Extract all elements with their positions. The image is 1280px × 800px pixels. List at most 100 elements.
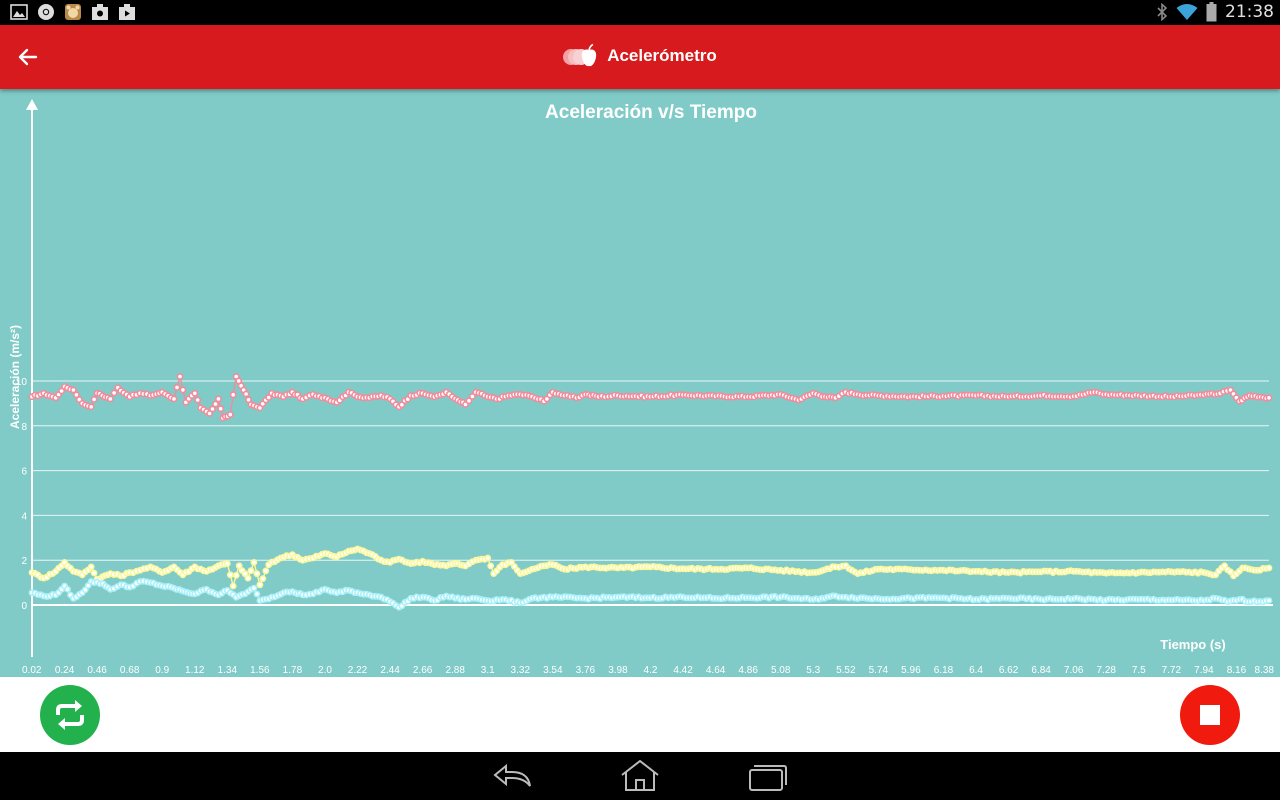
app-bar: Acelerómetro [0,25,1280,89]
x-tick-label: 0.02 [22,665,42,676]
data-point [170,395,178,403]
app-title-group: Acelerómetro [0,43,1280,69]
x-tick-label: 3.76 [576,665,596,676]
x-tick-label: 4.64 [706,665,726,676]
data-point [107,395,114,403]
x-tick-label: 2.22 [348,665,368,676]
x-tick-label: 7.28 [1097,665,1117,676]
data-point [87,403,95,411]
notification-icons [10,3,136,21]
home-nav-icon[interactable] [615,758,665,794]
data-point [262,567,270,575]
data-point [73,391,80,399]
x-tick-label: 2.88 [445,665,465,676]
data-point [179,386,187,394]
data-point [1265,564,1273,572]
data-point [58,387,65,395]
battery-icon [1206,2,1217,22]
data-point [223,560,231,567]
x-tick-label: 3.98 [608,665,628,676]
x-tick-label: 2.66 [413,665,433,676]
x-tick-label: 3.1 [481,665,495,676]
y-tick-label: 2 [21,556,27,567]
app-title: Acelerómetro [607,46,717,65]
video-bag-icon [119,4,135,20]
x-tick-label: 2.44 [380,665,400,676]
x-tick-label: 7.06 [1064,665,1084,676]
clock: 21:38 [1225,2,1274,22]
data-point [256,581,264,589]
x-tick-label: 6.84 [1031,665,1051,676]
x-tick-label: 4.86 [738,665,758,676]
x-tick-label: 1.34 [218,665,238,676]
data-point [229,391,237,399]
x-tick-label: 7.5 [1132,665,1146,676]
y-tick-label: 8 [21,422,27,433]
x-tick-label: 5.3 [806,665,820,676]
data-point [110,389,118,397]
data-point [209,405,216,413]
recents-nav-icon[interactable] [743,758,793,794]
data-point [191,389,199,397]
y-axis-arrow [26,99,38,110]
x-tick-label: 5.74 [869,665,889,676]
chrome-icon [38,4,54,20]
data-point [244,574,252,582]
x-axis-label: Tiempo (s) [1160,637,1226,652]
x-tick-label: 0.9 [155,665,169,676]
refresh-button[interactable] [40,685,100,745]
x-tick-label: 1.78 [283,665,303,676]
bottom-controls [0,677,1280,752]
refresh-icon [56,700,84,730]
data-point [1265,394,1273,402]
bluetooth-icon [1157,3,1168,21]
data-point [206,410,213,417]
x-tick-label: 0.24 [55,665,75,676]
arrow-left-icon[interactable] [14,43,42,71]
data-point [465,397,473,405]
x-tick-label: 8.16 [1227,665,1247,676]
navigation-bar [0,752,1280,800]
gallery-icon [10,4,28,20]
x-tick-label: 7.94 [1194,665,1214,676]
system-icons: 21:38 [1156,2,1274,22]
y-tick-label: 6 [21,467,27,478]
x-tick-label: 0.68 [120,665,140,676]
data-point [226,571,234,579]
x-tick-label: 6.62 [999,665,1019,676]
camera-bag-icon [92,4,108,20]
data-point [87,563,95,571]
series-2 [28,545,1273,590]
back-nav-icon[interactable] [490,758,540,794]
x-tick-label: 2.0 [318,665,332,676]
data-point [250,584,258,592]
data-point [242,390,250,398]
y-axis-label: Aceleración (m/s²) [8,325,22,429]
data-point [212,400,219,408]
data-point [229,582,237,590]
bear-app-icon [65,4,81,20]
status-bar: 21:38 [0,0,1280,25]
data-point [1265,597,1273,604]
data-point [247,567,255,575]
x-tick-label: 1.56 [250,665,270,676]
data-point [70,386,77,394]
wifi-icon [1176,4,1198,20]
series-1 [28,373,1273,422]
stop-button[interactable] [1180,685,1240,745]
x-tick-label: 0.46 [87,665,107,676]
data-point [90,569,98,577]
data-point [253,570,261,578]
data-point [217,405,225,413]
data-point [468,392,476,400]
x-tick-label: 1.12 [185,665,205,676]
data-point [250,558,258,566]
acceleration-chart: 0 2 4 6 8 10 0.02 0.24 0.46 0.68 0.9 1.12 1.34 1.56 1.… [8,99,1275,676]
x-tick-label: 8.38 [1255,665,1275,676]
x-tick-label: 4.42 [673,665,693,676]
x-tick-label: 5.08 [771,665,791,676]
stop-icon [1200,705,1220,725]
x-tick-label: 3.32 [511,665,531,676]
x-tick-label: 7.72 [1162,665,1182,676]
data-point [173,383,181,391]
